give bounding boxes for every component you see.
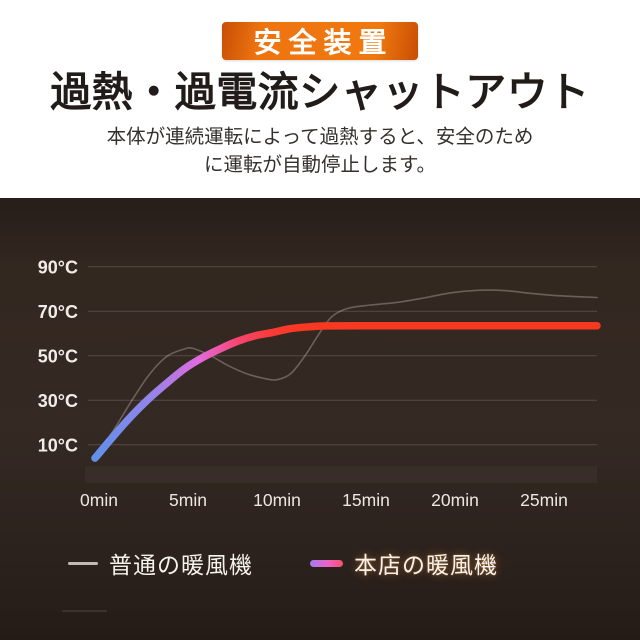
chart-legend: 普通の暖風機 本店の暖風機 — [0, 546, 640, 580]
legend-label-ordinary-heater: 普通の暖風機 — [109, 552, 253, 578]
x-axis-label: 15min — [342, 490, 390, 510]
y-axis-label: 30°C — [38, 391, 78, 411]
gray-line-swatch-icon — [68, 561, 98, 565]
legend-label-shop-heater: 本店の暖風機 — [354, 552, 498, 578]
soft-highlight-band — [85, 466, 597, 483]
y-axis-label: 70°C — [38, 302, 78, 322]
legend-item-ordinary-heater: 普通の暖風機 — [68, 546, 253, 580]
temperature-chart: 90°C 70°C 50°C 30°C 10°C 0min 5min 10min 15min 20… — [38, 257, 601, 612]
page-title: 過熱・過電流シャットアウト — [50, 69, 590, 115]
x-axis-label: 25min — [520, 490, 568, 510]
header-section: 安全装置 過熱・過電流シャットアウト 本体が連続運転によって過熱すると、安全のた… — [0, 0, 640, 198]
safety-badge-label: 安全装置 — [253, 27, 394, 58]
y-axis-label: 90°C — [38, 257, 78, 277]
description-line2: に運転が自動停止します。 — [203, 154, 437, 176]
safety-badge: 安全装置 — [222, 22, 418, 60]
series-shop-heater-line — [91, 321, 601, 462]
x-axis-label: 5min — [169, 490, 207, 510]
description: 本体が連続運転によって過熱すると、安全のため に運転が自動停止します。 — [0, 123, 640, 179]
legend-item-shop-heater: 本店の暖風機 — [310, 546, 498, 580]
x-axis-label: 20min — [431, 490, 479, 510]
chart-panel: 90°C 70°C 50°C 30°C 10°C 0min 5min 10min 15min 20… — [0, 198, 640, 640]
x-axis-label: 0min — [80, 490, 118, 510]
y-axis-label: 10°C — [38, 435, 78, 455]
series-ordinary-heater-line — [94, 289, 598, 457]
y-axis-label: 50°C — [38, 346, 78, 366]
x-axis-label: 10min — [253, 490, 301, 510]
gradient-line-swatch-icon — [310, 559, 343, 567]
description-line1: 本体が連続運転によって過熱すると、安全のため — [106, 126, 534, 148]
